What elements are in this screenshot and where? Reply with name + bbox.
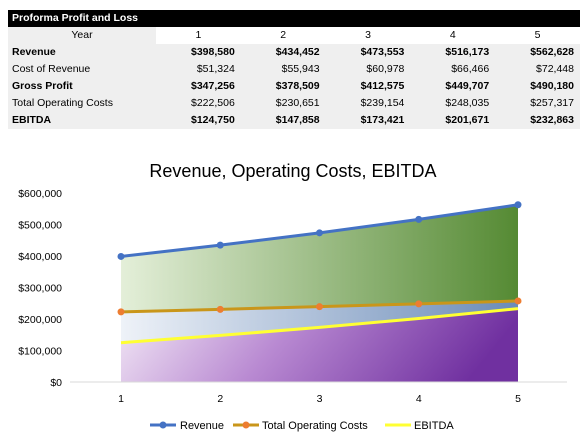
chart-title: Revenue, Operating Costs, EBITDA <box>149 161 436 181</box>
table-cell: $230,651 <box>240 95 326 112</box>
table-cell: $147,858 <box>240 112 326 129</box>
y-tick-label: $600,000 <box>18 188 62 200</box>
table-cell: $398,580 <box>156 44 241 61</box>
year-header: 1 <box>156 27 241 44</box>
table-cell: $222,506 <box>156 95 241 112</box>
row-label: Total Operating Costs <box>8 95 156 112</box>
y-tick-label: $0 <box>50 377 62 389</box>
data-point <box>216 241 224 249</box>
chart: Revenue, Operating Costs, EBITDA $0 $100,… <box>18 161 567 432</box>
table-cell: $232,863 <box>495 112 580 129</box>
data-point <box>316 229 323 237</box>
table-cell: $60,978 <box>325 61 411 78</box>
table-cell: $124,750 <box>156 112 241 129</box>
data-point <box>415 215 423 223</box>
table-cell: $66,466 <box>410 61 496 78</box>
year-header: 2 <box>240 27 326 44</box>
table-cell: $434,452 <box>240 44 326 61</box>
legend-label: Total Operating Costs <box>262 420 368 432</box>
table-cell: $516,173 <box>410 44 496 61</box>
table-cell: $449,707 <box>410 78 496 95</box>
profit-loss-table: Year 1 2 3 4 5 Revenue $398,580 $434,452 $473,553… <box>8 27 580 129</box>
table-cell: $55,943 <box>240 61 326 78</box>
table-cell: $173,421 <box>325 112 411 129</box>
table-cell: $257,317 <box>495 95 580 112</box>
table-cell: $562,628 <box>495 44 580 61</box>
y-tick-label: $100,000 <box>18 346 62 358</box>
data-point <box>514 201 522 209</box>
table-row: Gross Profit $347,256 $378,509 $412,575 $449… <box>8 78 580 95</box>
data-point <box>117 308 125 316</box>
table-cell: $473,553 <box>325 44 411 61</box>
table-header-label: Year <box>8 27 156 44</box>
table-cell: $72,448 <box>495 61 580 78</box>
year-header: 4 <box>410 27 496 44</box>
data-point <box>117 252 125 260</box>
x-tick-label: 2 <box>217 393 223 405</box>
y-tick-label: $300,000 <box>18 283 62 295</box>
year-header: 3 <box>325 27 411 44</box>
legend-label: Revenue <box>180 420 224 432</box>
table-cell: $347,256 <box>156 78 241 95</box>
row-label: Cost of Revenue <box>8 61 156 78</box>
table-row: Total Operating Costs $222,506 $230,651 $23… <box>8 95 580 112</box>
row-label: Gross Profit <box>8 78 156 95</box>
table-header-row: Year 1 2 3 4 5 <box>8 27 580 44</box>
table-row: EBITDA $124,750 $147,858 $173,421 $201,671 $2… <box>8 112 580 129</box>
data-point <box>514 297 522 305</box>
legend-marker <box>242 421 250 429</box>
table-cell: $490,180 <box>495 78 580 95</box>
table-cell: $239,154 <box>325 95 411 112</box>
table-row: Revenue $398,580 $434,452 $473,553 $516,173 $… <box>8 44 580 61</box>
y-tick-label: $500,000 <box>18 220 62 232</box>
table-cell: $378,509 <box>240 78 326 95</box>
legend-label: EBITDA <box>414 420 454 432</box>
x-tick-label: 5 <box>515 393 521 405</box>
data-point <box>415 300 423 308</box>
x-tick-label: 4 <box>416 393 422 405</box>
y-tick-label: $200,000 <box>18 314 62 326</box>
x-tick-label: 3 <box>317 393 323 405</box>
table-cell: $412,575 <box>325 78 411 95</box>
table-cell: $201,671 <box>410 112 496 129</box>
data-point <box>216 305 224 313</box>
series-line-2 <box>120 307 519 345</box>
table-title: Proforma Profit and Loss <box>8 10 580 27</box>
row-label: Revenue <box>8 44 156 61</box>
y-tick-label: $400,000 <box>18 251 62 263</box>
year-header: 5 <box>495 27 580 44</box>
table-row: Cost of Revenue $51,324 $55,943 $60,978 $66,… <box>8 61 580 78</box>
x-tick-label: 1 <box>118 393 124 405</box>
data-point <box>316 303 323 311</box>
table-cell: $51,324 <box>156 61 241 78</box>
revenue-area <box>121 204 518 312</box>
legend-marker <box>159 421 167 429</box>
ebitda-area <box>121 308 518 382</box>
row-label: EBITDA <box>8 112 156 129</box>
table-cell: $248,035 <box>410 95 496 112</box>
